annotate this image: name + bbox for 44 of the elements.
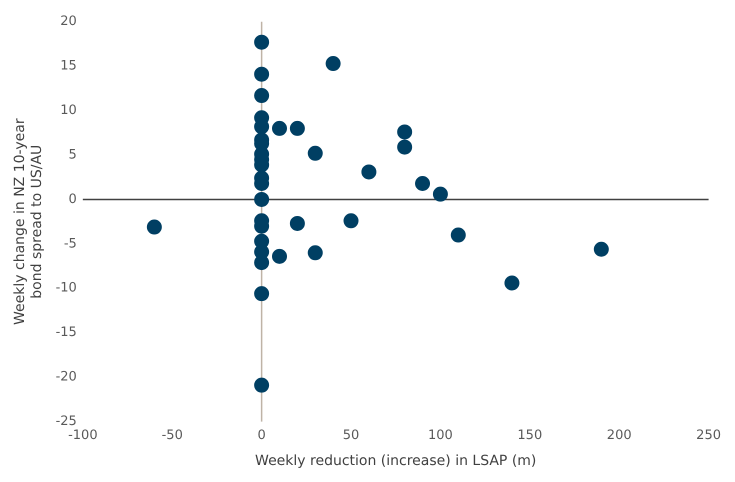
y-tick-label: -20: [56, 370, 77, 385]
y-tick-label: 10: [60, 103, 77, 118]
y-tick-label: -25: [56, 414, 77, 429]
point: [254, 286, 270, 302]
point: [415, 176, 430, 191]
x-tick-label: 0: [257, 428, 266, 443]
x-tick-label: -50: [162, 428, 183, 443]
point: [594, 242, 609, 257]
y-axis-title: Weekly change in NZ 10-year bond spread to US/AU: [12, 118, 45, 325]
x-tick-label: 50: [342, 428, 360, 443]
point: [504, 276, 520, 291]
point: [290, 120, 305, 136]
x-tick-label: 200: [606, 428, 632, 443]
y-tick-label: 15: [60, 58, 77, 74]
y-tick-label: -10: [56, 280, 77, 296]
point: [254, 378, 270, 393]
y-tick-label: -5: [64, 236, 77, 252]
point: [272, 120, 287, 136]
point: [308, 146, 323, 161]
point: [397, 124, 412, 140]
point: [254, 88, 270, 104]
point: [254, 66, 270, 82]
x-axis-title: Weekly reduction (increase) in LSAP (m): [255, 453, 536, 470]
x-tick-label: 250: [696, 428, 722, 443]
y-tick-label: 5: [68, 147, 77, 162]
point: [450, 228, 466, 243]
y-tick-label: -15: [56, 325, 77, 340]
x-tick-label: 100: [428, 428, 453, 443]
x-tick-label: -100: [68, 428, 98, 443]
point: [146, 220, 162, 235]
point: [254, 255, 270, 270]
point: [397, 140, 412, 155]
y-tick-label: 0: [68, 192, 77, 207]
point: [326, 56, 341, 72]
x-tick-label: 150: [517, 428, 542, 443]
y-tick-label: 20: [60, 14, 77, 30]
point: [272, 248, 287, 264]
point: [254, 192, 270, 207]
point: [361, 164, 376, 180]
point: [432, 186, 448, 202]
point: [290, 216, 305, 231]
point: [308, 245, 323, 260]
point: [254, 34, 270, 50]
point: [344, 213, 359, 228]
